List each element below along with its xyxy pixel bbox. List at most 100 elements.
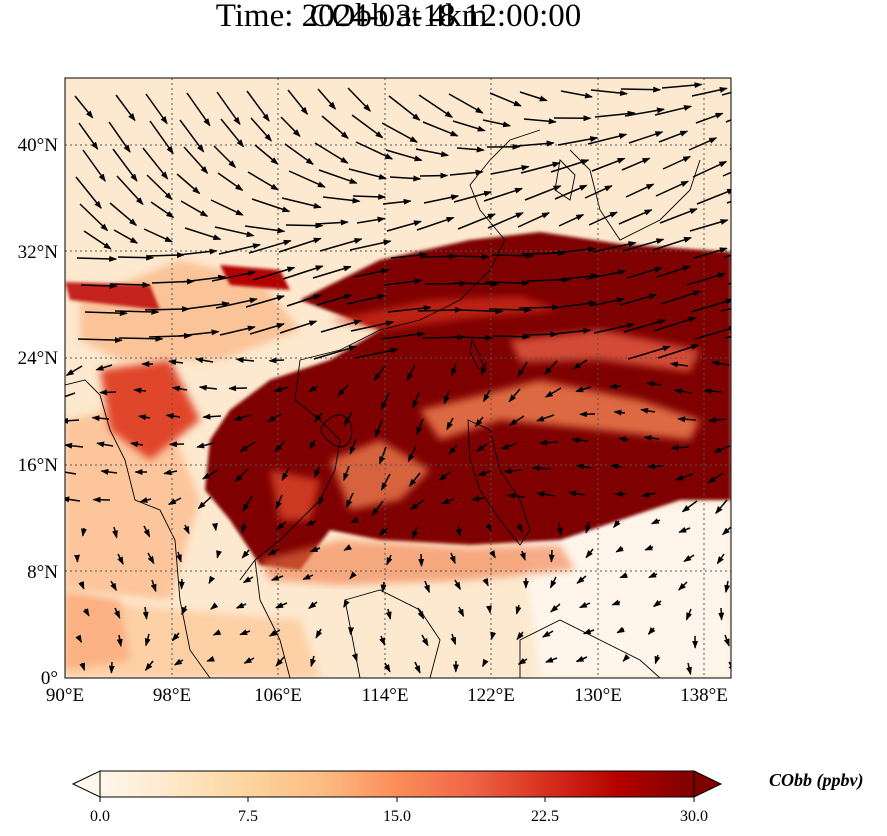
wind-vector bbox=[65, 392, 76, 400]
wind-vector bbox=[110, 281, 151, 288]
wind-vector bbox=[115, 94, 136, 122]
wind-vector bbox=[150, 579, 157, 593]
lat-tick-label: 0° bbox=[41, 668, 58, 689]
wind-vector bbox=[729, 147, 731, 150]
wind-vector bbox=[414, 661, 421, 674]
wind-vector bbox=[185, 301, 230, 310]
wind-vector bbox=[657, 344, 700, 359]
wind-vector bbox=[373, 365, 386, 382]
wind-vector bbox=[206, 655, 215, 662]
wind-vector bbox=[380, 473, 391, 491]
lat-tick-label: 40°N bbox=[18, 135, 59, 156]
wind-vector bbox=[623, 319, 667, 333]
wind-vector bbox=[408, 472, 421, 487]
wind-vector bbox=[241, 549, 250, 559]
wind-vector bbox=[536, 414, 555, 422]
wind-vector bbox=[380, 581, 387, 593]
wind-vector bbox=[284, 143, 314, 165]
wind-vector bbox=[458, 308, 504, 315]
wind-vector bbox=[715, 499, 728, 515]
wind-vector bbox=[386, 220, 422, 232]
wind-vector bbox=[655, 180, 690, 197]
wind-vector bbox=[382, 198, 412, 205]
wind-vector bbox=[267, 548, 280, 556]
wind-vector bbox=[65, 365, 83, 376]
wind-vector bbox=[707, 472, 724, 484]
wind-vector bbox=[550, 603, 561, 613]
wind-vector bbox=[578, 601, 591, 609]
wind-vector bbox=[446, 417, 454, 431]
wind-vector bbox=[558, 214, 585, 227]
wind-vector bbox=[150, 201, 175, 219]
colorbar-label: CObb (ppbv) bbox=[769, 770, 863, 791]
wind-vector bbox=[79, 662, 86, 672]
field-light-southeast bbox=[520, 500, 731, 678]
wind-vector bbox=[490, 165, 530, 175]
wind-vector bbox=[116, 175, 144, 206]
wind-vector bbox=[515, 604, 522, 615]
wind-vector bbox=[349, 571, 357, 580]
wind-vector bbox=[112, 148, 138, 182]
wind-vector bbox=[389, 175, 422, 182]
wind-vector bbox=[656, 265, 692, 278]
wind-vector bbox=[418, 553, 425, 567]
wind-vector bbox=[471, 495, 485, 502]
wind-vector bbox=[555, 273, 599, 281]
wind-vector bbox=[349, 438, 357, 455]
wind-vector bbox=[356, 216, 386, 224]
wind-vector bbox=[186, 92, 211, 127]
wind-vector bbox=[310, 655, 316, 668]
wind-vector bbox=[114, 308, 160, 315]
wind-vector bbox=[143, 525, 151, 538]
wind-vector bbox=[618, 436, 630, 443]
wind-vector bbox=[568, 490, 586, 497]
wind-vector bbox=[321, 115, 349, 139]
wind-vector bbox=[457, 606, 465, 618]
wind-vector bbox=[177, 248, 218, 256]
wind-vector bbox=[216, 91, 241, 126]
wind-vector bbox=[287, 89, 309, 115]
wind-vector bbox=[544, 387, 562, 398]
wind-vector bbox=[385, 149, 423, 162]
wind-vector bbox=[409, 499, 425, 511]
wind-vector bbox=[142, 147, 169, 180]
wind-vector bbox=[673, 388, 693, 395]
field-red-myanmar bbox=[100, 360, 200, 460]
wind-vector bbox=[453, 190, 493, 203]
korea-outline bbox=[554, 159, 576, 201]
wind-vector bbox=[678, 526, 691, 533]
wind-vector bbox=[688, 137, 718, 151]
wind-vector bbox=[482, 577, 489, 587]
wind-vector bbox=[143, 228, 174, 243]
wind-vector bbox=[730, 229, 731, 230]
wind-vector bbox=[183, 524, 190, 535]
borneo-newguinea-outline bbox=[519, 619, 661, 678]
wind-vector bbox=[96, 441, 114, 448]
wind-vector bbox=[532, 465, 552, 472]
wind-vector bbox=[689, 219, 729, 232]
wind-vector bbox=[654, 105, 692, 116]
wind-vector bbox=[516, 140, 555, 147]
wind-vector bbox=[275, 656, 285, 667]
wind-vector bbox=[379, 635, 386, 646]
coastlines bbox=[65, 129, 701, 678]
wind-vector bbox=[317, 88, 337, 110]
wind-vector bbox=[707, 417, 727, 424]
lon-tick-label: 98°E bbox=[153, 685, 191, 706]
wind-vector bbox=[675, 473, 694, 481]
wind-vector bbox=[196, 442, 215, 449]
wind-vector bbox=[241, 522, 247, 534]
colorbar-extend-min bbox=[71, 770, 101, 798]
wind-vector bbox=[548, 549, 555, 563]
wind-vector bbox=[116, 634, 123, 648]
wind-vector bbox=[416, 418, 424, 436]
wind-vector bbox=[280, 116, 301, 138]
wind-vector bbox=[593, 322, 636, 334]
wind-vector bbox=[482, 389, 491, 403]
wind-vector bbox=[720, 307, 731, 312]
wind-vector bbox=[582, 628, 595, 635]
wind-vector bbox=[378, 527, 388, 536]
wind-vector bbox=[406, 364, 416, 382]
lon-tick-label: 90°E bbox=[46, 685, 84, 706]
colorbar-tick-label: 15.0 bbox=[383, 808, 411, 825]
